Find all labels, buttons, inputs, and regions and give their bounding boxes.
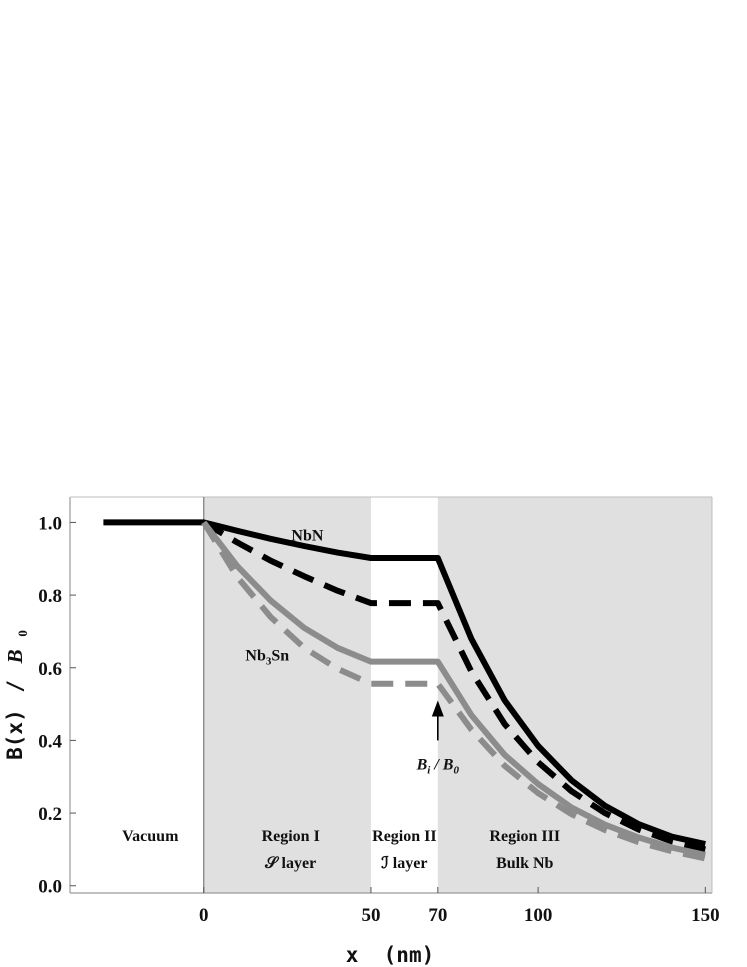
x-axis-ticks: 0 50 70 100 150 [199,887,720,926]
y-axis-title: B(x) / B 0 [3,630,30,760]
y-tick-label-3: 0.6 [38,659,62,680]
region-label-1: Region I [262,828,320,845]
y-tick-label-2: 0.4 [38,731,62,752]
region-sublabel-2: ℐ layer [381,855,427,872]
y-axis-title-sub: 0 [15,630,30,637]
shaded-regions [203,497,712,893]
x-tick-label-4: 150 [691,905,720,926]
region-label-2: Region II [372,828,436,845]
region-sublabel-1: 𝒮 layer [264,855,316,872]
curves [103,519,706,862]
series-line-0 [103,519,706,847]
annotation: Bi / B0 [416,700,460,776]
series-label-1: Nb3Sn [245,647,289,667]
series-label-0: NbN [291,528,323,545]
plot-frame [69,496,713,894]
x-tick-label-2: 70 [428,905,447,926]
x-axis-title: x (nm) [346,943,435,967]
y-tick-label-5: 1.0 [38,513,62,534]
y-tick-label-0: 0.0 [38,877,62,898]
annotation-arrow-head [431,700,444,717]
y-axis-title-symbol: B [3,649,27,664]
annotation-label: Bi / B0 [416,756,460,776]
x-tick-label-1: 50 [361,905,380,926]
y-axis-ticks: 0.0 0.2 0.4 0.6 0.8 1.0 [38,513,76,898]
y-axis-title-main: B(x) [3,709,27,760]
region-label-3: Region III [489,828,560,845]
series-line-1 [202,519,706,853]
region-label-0: Vacuum [122,828,179,845]
x-tick-label-0: 0 [199,905,209,926]
series-labels: NbN Nb3Sn [245,528,323,668]
series-line-3 [201,520,706,862]
y-axis-title-slash: / [3,680,27,693]
region-labels: Vacuum Region I 𝒮 layer Region II ℐ layer Reg… [122,828,560,872]
y-tick-label-1: 0.2 [38,804,62,825]
y-tick-label-4: 0.8 [38,586,62,607]
x-tick-label-3: 100 [524,905,553,926]
series-line-2 [201,520,706,858]
region-sublabel-3: Bulk Nb [496,855,553,872]
